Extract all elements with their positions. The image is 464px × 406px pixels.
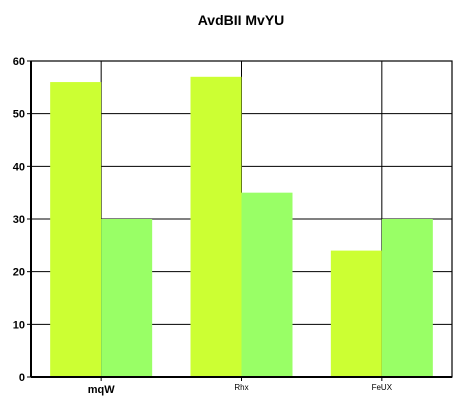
bar-series-1-mqW	[50, 82, 102, 378]
y-tick-label-0: 0	[19, 372, 25, 384]
y-tick-label-3: 30	[13, 214, 25, 226]
x-tick-label-FeUX: FeUX	[372, 383, 393, 392]
x-tick-label-mqW: mqW	[88, 384, 116, 396]
bar-series-1-FeUX	[330, 250, 382, 377]
y-tick-label-1: 10	[13, 319, 25, 331]
bar-series-2-FeUX	[381, 219, 433, 377]
x-tick-labels: mqW Rhx FeUX	[88, 377, 393, 396]
x-tick-label-Rhx: Rhx	[234, 383, 248, 392]
y-tick-label-2: 20	[13, 267, 25, 279]
bar-series-2-mqW	[101, 219, 153, 377]
y-tick-label-4: 40	[13, 161, 25, 173]
y-tick-label-6: 60	[13, 56, 25, 68]
bar-series-1-Rhx	[190, 76, 242, 378]
bars	[50, 76, 433, 378]
bar-series-2-Rhx	[241, 192, 293, 377]
y-tick-labels: 0 10 20 30 40 50 60	[13, 56, 31, 384]
chart-title: AvdBII MvYU	[198, 12, 285, 28]
y-tick-label-5: 50	[13, 109, 25, 121]
